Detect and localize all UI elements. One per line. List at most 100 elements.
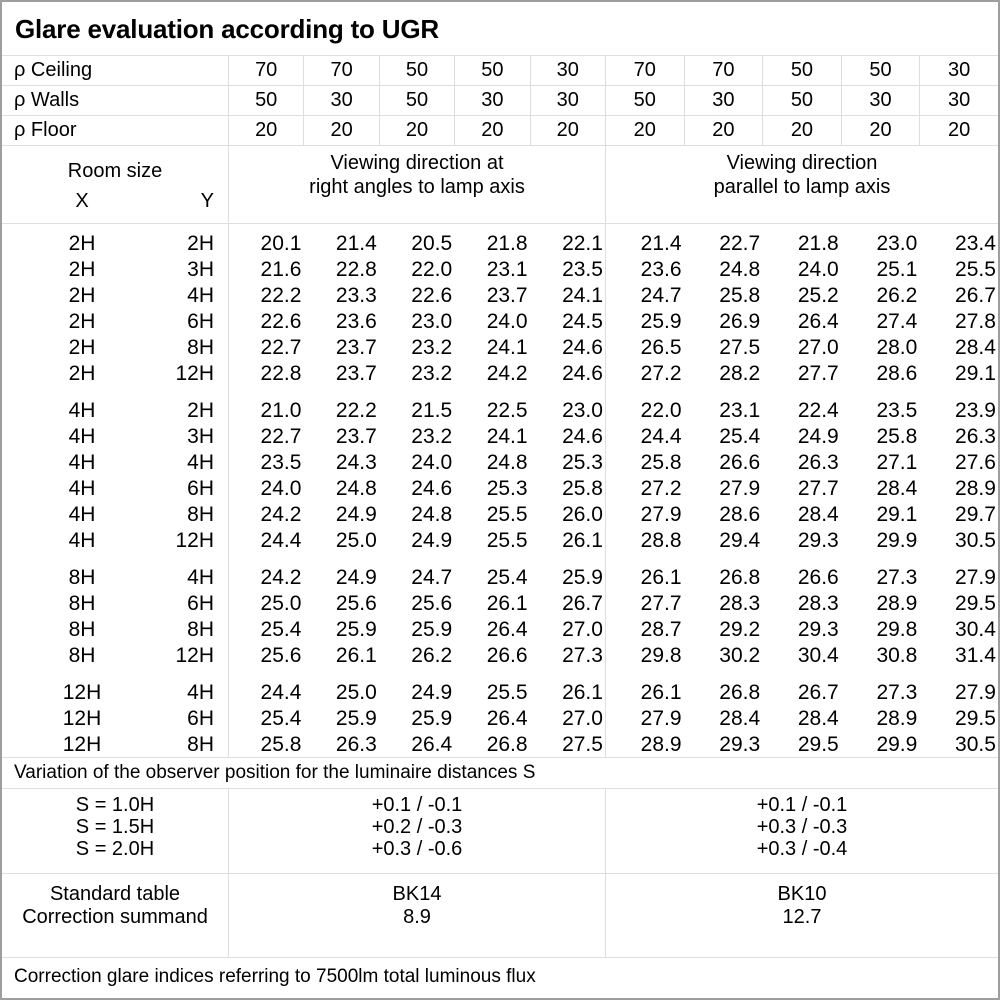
room-x-value: 2H — [68, 362, 96, 385]
reflectance-row-label: ρ Walls — [14, 89, 80, 111]
ugr-value-cell: 23.9 — [955, 399, 996, 422]
standard-right-angles-column: BK14 8.9 — [228, 874, 605, 957]
ugr-value-cell: 22.0 — [640, 399, 682, 422]
reflectance-value-cell: 70 — [303, 56, 378, 85]
room-size-cell: 4H 8H — [2, 502, 228, 528]
room-x-value: 2H — [68, 232, 96, 255]
ugr-value-cell: 25.0 — [335, 681, 377, 704]
ugr-value-cell: 25.0 — [335, 529, 377, 552]
room-y-value: 3H — [187, 425, 214, 448]
x-axis-label: X — [75, 190, 89, 212]
s-values-right-angles-column: +0.1 / -0.1 +0.2 / -0.3 +0.3 / -0.6 — [228, 789, 605, 873]
ugr-value-cell: 23.1 — [719, 399, 761, 422]
ugr-value-cell: 24.7 — [411, 566, 453, 589]
ugr-value-cell: 27.9 — [640, 707, 682, 730]
ugr-value-cell: 28.7 — [640, 618, 682, 641]
ugr-value-cell: 26.1 — [640, 566, 682, 589]
room-y-value: 8H — [187, 503, 214, 526]
ugr-value-cell: 27.2 — [640, 477, 682, 500]
ugr-value-cell: 26.6 — [719, 451, 761, 474]
ugr-row: 12H 4H 24.4 25.0 24.9 25.5 26.1 26.1 26.8 26.7 27.… — [2, 680, 998, 706]
ugr-value-cell: 29.8 — [640, 644, 682, 667]
ugr-value-cell: 23.0 — [876, 232, 918, 255]
ugr-value-cell: 24.2 — [486, 362, 528, 385]
ugr-value-cell: 21.4 — [335, 232, 377, 255]
ugr-value-cell: 22.0 — [411, 258, 453, 281]
y-axis-label: Y — [200, 190, 214, 212]
right-angles-header-line2: right angles to lamp axis — [309, 176, 525, 198]
ugr-value-cell: 29.5 — [955, 592, 996, 615]
ugr-value-cell: 24.8 — [719, 258, 761, 281]
ugr-value-cell: 25.9 — [335, 618, 377, 641]
reflectance-value-cell: 50 — [378, 86, 454, 115]
reflectance-value-cell: 20 — [303, 116, 378, 145]
ugr-value-cell: 24.2 — [260, 566, 302, 589]
ugr-value-cell: 24.9 — [411, 681, 453, 704]
ugr-value-cell: 27.5 — [562, 733, 603, 756]
reflectance-rows: ρ Ceiling 70 70 50 50 30 70 70 50 50 30 ρ Walls 50 30… — [2, 56, 998, 146]
s-value: +0.3 / -0.4 — [756, 838, 848, 860]
room-size-cell: 2H 2H — [2, 231, 228, 257]
ugr-value-cell: 30.8 — [876, 644, 918, 667]
right-angles-group-header: Viewing direction at right angles to lam… — [228, 146, 605, 223]
ugr-value-matrix: 2H 2H 20.1 21.4 20.5 21.8 22.1 21.4 22.7 21.8 23.0… — [2, 224, 998, 758]
ugr-value-cell: 28.9 — [640, 733, 682, 756]
variation-note: Variation of the observer position for t… — [2, 758, 998, 789]
ugr-value-cell: 21.8 — [797, 232, 839, 255]
ugr-value-cell: 24.1 — [562, 284, 603, 307]
ugr-value-cell: 26.7 — [797, 681, 839, 704]
ugr-value-cell: 30.2 — [719, 644, 761, 667]
room-y-value: 4H — [187, 451, 214, 474]
ugr-value-cell: 22.8 — [335, 258, 377, 281]
ugr-value-cell: 21.6 — [260, 258, 302, 281]
reflectance-row: ρ Floor 20 20 20 20 20 20 20 20 20 20 — [2, 116, 998, 146]
reflectance-value-cell: 20 — [529, 116, 605, 145]
reflectance-value-cell: 30 — [840, 86, 920, 115]
ugr-value-cell: 28.9 — [876, 592, 918, 615]
room-y-value: 2H — [187, 232, 214, 255]
ugr-value-cell: 24.0 — [411, 451, 453, 474]
ugr-value-cell: 20.1 — [260, 232, 302, 255]
ugr-value-cell: 27.3 — [876, 566, 918, 589]
ugr-value-cell: 27.0 — [797, 336, 839, 359]
room-size-cell: 4H 12H — [2, 528, 228, 554]
room-size-cell: 2H 6H — [2, 309, 228, 335]
reflectance-value-cell: 30 — [529, 86, 605, 115]
room-y-value: 6H — [187, 592, 214, 615]
ugr-value-cell: 26.0 — [562, 503, 603, 526]
ugr-value-cell: 23.6 — [335, 310, 377, 333]
ugr-row: 4H 8H 24.2 24.9 24.8 25.5 26.0 27.9 28.6 28.4 29.1… — [2, 502, 998, 528]
room-x-value: 4H — [68, 477, 96, 500]
ugr-value-cell: 25.6 — [260, 644, 302, 667]
ugr-value-cell: 28.4 — [955, 336, 996, 359]
ugr-value-cell: 25.1 — [876, 258, 918, 281]
ugr-row: 2H 2H 20.1 21.4 20.5 21.8 22.1 21.4 22.7 21.8 23.0… — [2, 231, 998, 257]
ugr-value-cell: 24.9 — [335, 566, 377, 589]
reflectance-value-cell: 20 — [454, 116, 529, 145]
ugr-value-cell: 28.6 — [719, 503, 761, 526]
room-x-value: 2H — [68, 284, 96, 307]
ugr-value-cell: 26.7 — [562, 592, 603, 615]
room-size-cell: 4H 2H — [2, 398, 228, 424]
correction-summand-label: Correction summand — [22, 906, 208, 928]
ugr-value-cell: 27.7 — [640, 592, 682, 615]
ugr-value-cell: 25.8 — [876, 425, 918, 448]
ugr-value-cell: 29.3 — [797, 529, 839, 552]
room-size-cell: 8H 8H — [2, 617, 228, 643]
correction-summand-value: 12.7 — [782, 906, 822, 928]
ugr-value-cell: 27.5 — [719, 336, 761, 359]
ugr-value-cell: 25.5 — [486, 681, 528, 704]
standard-table-label: Standard table — [49, 883, 181, 905]
reflectance-value-cell: 30 — [529, 56, 605, 85]
ugr-value-cell: 31.4 — [955, 644, 996, 667]
reflectance-value-cell: 50 — [378, 56, 454, 85]
ugr-value-cell: 29.8 — [876, 618, 918, 641]
room-y-value: 12H — [175, 644, 214, 667]
ugr-value-cell: 29.3 — [797, 618, 839, 641]
ugr-value-cell: 24.1 — [486, 336, 528, 359]
ugr-value-cell: 30.4 — [797, 644, 839, 667]
standard-table-value: BK14 — [392, 883, 442, 905]
ugr-row: 8H 4H 24.2 24.9 24.7 25.4 25.9 26.1 26.8 26.6 27.3… — [2, 565, 998, 591]
ugr-value-cell: 23.4 — [955, 232, 996, 255]
ugr-value-cell: 26.4 — [486, 618, 528, 641]
